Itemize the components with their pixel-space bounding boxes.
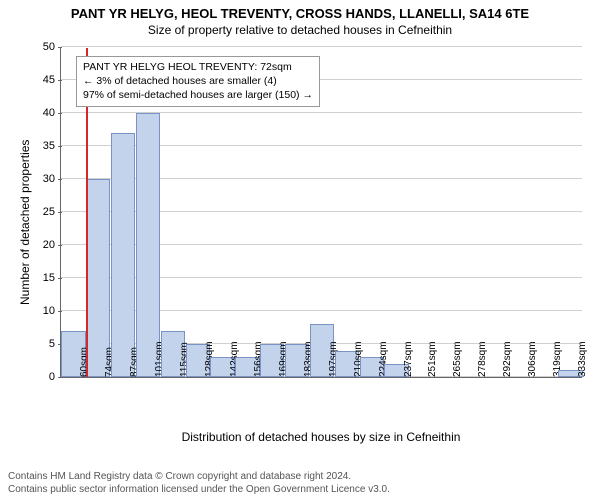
y-axis-label: Number of detached properties	[18, 140, 32, 305]
x-tick-label: 292sqm	[500, 341, 513, 377]
y-tick-label: 35	[43, 140, 61, 152]
y-tick-label: 25	[43, 206, 61, 218]
annotation-line: ← 3% of detached houses are smaller (4)	[83, 74, 313, 88]
x-tick-label: 306sqm	[525, 341, 538, 377]
y-tick-label: 5	[49, 338, 61, 350]
annotation-box: PANT YR HELYG HEOL TREVENTY: 72sqm← 3% o…	[76, 56, 320, 107]
y-tick-label: 40	[43, 107, 61, 119]
y-tick-label: 10	[43, 305, 61, 317]
y-tick-label: 50	[43, 41, 61, 53]
histogram-bar	[111, 133, 135, 377]
annotation-line: PANT YR HELYG HEOL TREVENTY: 72sqm	[83, 60, 313, 74]
chart-title: PANT YR HELYG, HEOL TREVENTY, CROSS HAND…	[0, 0, 600, 21]
x-tick-label: 265sqm	[450, 341, 463, 377]
y-tick-label: 30	[43, 173, 61, 185]
y-tick-label: 15	[43, 272, 61, 284]
y-tick-label: 45	[43, 74, 61, 86]
attribution-footer: Contains HM Land Registry data © Crown c…	[8, 470, 592, 496]
y-tick-label: 0	[49, 371, 61, 383]
x-tick-label: 237sqm	[401, 341, 414, 377]
x-axis-label: Distribution of detached houses by size …	[60, 430, 582, 444]
gridline	[61, 46, 582, 47]
y-tick-label: 20	[43, 239, 61, 251]
footer-line: Contains HM Land Registry data © Crown c…	[8, 470, 592, 483]
histogram-bar	[136, 113, 160, 377]
chart-subtitle: Size of property relative to detached ho…	[0, 21, 600, 37]
x-tick-label: 251sqm	[425, 341, 438, 377]
x-tick-label: 278sqm	[475, 341, 488, 377]
x-tick-label: 333sqm	[575, 341, 588, 377]
histogram-chart: PANT YR HELYG, HEOL TREVENTY, CROSS HAND…	[0, 0, 600, 500]
annotation-line: 97% of semi-detached houses are larger (…	[83, 88, 313, 102]
footer-line: Contains public sector information licen…	[8, 483, 592, 496]
